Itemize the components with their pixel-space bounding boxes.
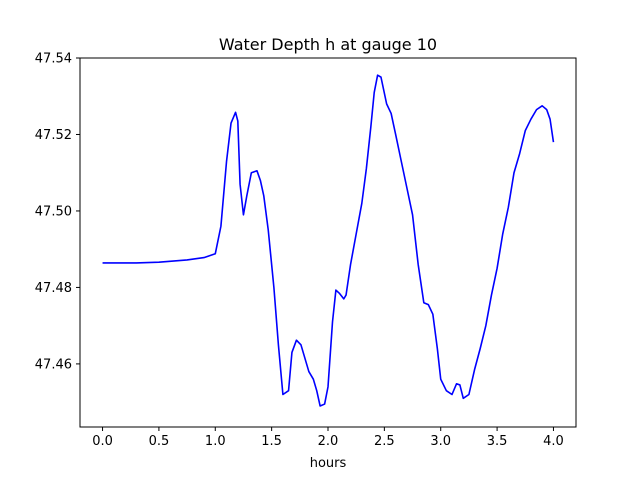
x-axis: 0.0 0.5 1.0 1.5 2.0 2.5 3.0 3.5 4.0 (92, 427, 564, 449)
y-axis: 47.46 47.48 47.50 47.52 47.54 (35, 52, 80, 372)
y-tick-label: 47.52 (35, 128, 72, 143)
x-tick-label: 2.0 (318, 434, 339, 449)
series-line-0 (102, 74, 555, 407)
y-tick-label: 47.48 (35, 281, 72, 296)
x-tick-label: 3.5 (487, 434, 508, 449)
x-tick-label: 1.0 (205, 434, 226, 449)
y-tick-label: 47.50 (35, 204, 72, 219)
plot-area (102, 74, 555, 407)
x-tick-label: 3.0 (430, 434, 451, 449)
x-tick-label: 0.5 (149, 434, 170, 449)
x-tick-label: 2.5 (374, 434, 395, 449)
y-tick-label: 47.54 (35, 52, 72, 67)
y-tick-label: 47.46 (35, 357, 72, 372)
x-tick-label: 0.0 (92, 434, 113, 449)
x-tick-label: 4.0 (543, 434, 564, 449)
x-axis-label: hours (310, 456, 347, 471)
x-tick-label: 1.5 (261, 434, 282, 449)
chart-title: Water Depth h at gauge 10 (219, 35, 437, 54)
